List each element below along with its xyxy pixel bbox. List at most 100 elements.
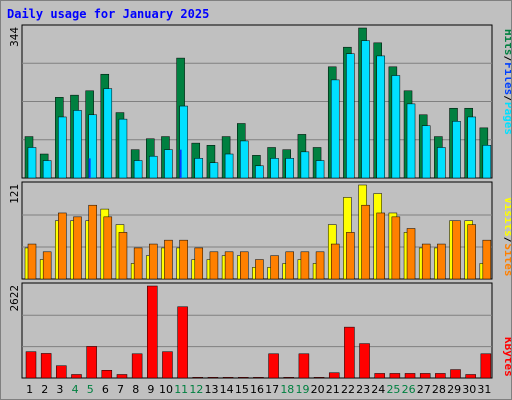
kbytes-bar: [71, 374, 82, 379]
sites-bar: [315, 251, 325, 280]
x-tick-label: 7: [117, 383, 124, 396]
pages-bar: [209, 162, 219, 179]
legend-part: Sites: [502, 243, 511, 276]
sites-bar: [300, 251, 310, 280]
x-tick-label: 30: [462, 383, 476, 396]
kbytes-bar: [328, 372, 340, 379]
sites-bar: [209, 251, 219, 280]
x-tick-label: 13: [205, 383, 219, 396]
y-max-label: 344: [8, 27, 21, 47]
x-tick-label: 27: [417, 383, 431, 396]
sites-bar: [164, 239, 173, 280]
legend-part: Pages: [502, 102, 511, 135]
kbytes-bar: [147, 285, 158, 379]
sites-bar: [482, 239, 492, 280]
pages-bar: [482, 145, 492, 179]
chart-title: Daily usage for January 2025: [7, 7, 210, 21]
y-max-label: 2622: [8, 285, 21, 312]
legend-part: Files: [502, 62, 511, 95]
x-tick-label: 16: [250, 383, 264, 396]
x-tick-label: 15: [235, 383, 249, 396]
x-tick-label: 26: [402, 383, 416, 396]
pages-bar: [133, 160, 143, 179]
kbytes-bar: [192, 377, 204, 379]
sites-bar: [118, 232, 128, 280]
pages-bar: [361, 40, 370, 179]
sites-bar: [270, 255, 279, 280]
x-tick-label: 31: [477, 383, 491, 396]
x-tick-label: 24: [371, 383, 385, 396]
x-tick-label: 9: [147, 383, 154, 396]
kbytes-bar: [419, 373, 431, 379]
kbytes-bar: [435, 373, 446, 379]
x-tick-label: 22: [341, 383, 355, 396]
x-tick-label: 17: [265, 383, 279, 396]
pages-bar: [255, 165, 264, 179]
pages-bar: [164, 149, 173, 179]
x-tick-label: 6: [102, 383, 109, 396]
legend-part: /: [502, 237, 511, 244]
files-bar: [179, 149, 182, 178]
sites-bar: [391, 216, 401, 280]
kbytes-bar: [404, 373, 416, 379]
sites-bar: [88, 204, 97, 280]
kbytes-bar: [56, 365, 67, 379]
x-tick-label: 8: [132, 383, 139, 396]
kbytes-bar: [25, 351, 37, 379]
x-tick-label: 25: [386, 383, 400, 396]
legend-bottom: KBytes: [502, 337, 511, 377]
x-tick-label: 11: [174, 383, 188, 396]
pages-bar: [179, 105, 188, 179]
pages-bar: [406, 103, 416, 179]
x-tick-label: 19: [295, 383, 309, 396]
pages-bar: [376, 55, 385, 179]
pages-bar: [58, 116, 67, 179]
legend-part: /: [502, 56, 511, 63]
pages-bar: [224, 153, 234, 179]
sites-bar: [285, 251, 294, 280]
kbytes-bar: [359, 343, 370, 379]
pages-bar: [194, 158, 204, 179]
y-max-label: 121: [8, 184, 21, 204]
x-tick-label: 14: [220, 383, 234, 396]
legend-part: KBytes: [502, 337, 511, 377]
kbytes-bar: [253, 377, 264, 379]
kbytes-bar: [389, 373, 401, 379]
sites-bar: [255, 259, 264, 280]
pages-bar: [42, 160, 52, 179]
pages-bar: [346, 53, 355, 179]
sites-bar: [58, 212, 67, 280]
pages-bar: [300, 151, 310, 179]
pages-bar: [149, 155, 158, 179]
sites-bar: [361, 204, 370, 280]
pages-bar: [103, 88, 113, 179]
pages-bar: [118, 118, 128, 179]
kbytes-bar: [465, 374, 476, 379]
pages-bar: [437, 147, 446, 179]
kbytes-bar: [374, 373, 385, 379]
sites-bar: [330, 243, 340, 280]
kbytes-bar: [450, 369, 461, 379]
kbytes-bar: [101, 370, 113, 379]
x-tick-label: 21: [326, 383, 340, 396]
x-tick-label: 29: [447, 383, 461, 396]
x-tick-label: 10: [159, 383, 173, 396]
kbytes-bar: [116, 374, 128, 379]
kbytes-bar: [268, 353, 279, 379]
sites-bar: [27, 243, 37, 280]
pages-bar: [73, 110, 82, 179]
x-tick-label: 5: [87, 383, 94, 396]
kbytes-bar: [313, 377, 325, 379]
pages-bar: [88, 114, 97, 179]
kbytes-bar: [131, 353, 143, 379]
kbytes-bar: [480, 353, 492, 379]
sites-bar: [149, 243, 158, 280]
kbytes-bar: [162, 351, 173, 379]
x-tick-label: 1: [26, 383, 33, 396]
sites-bar: [179, 239, 188, 280]
x-tick-label: 12: [189, 383, 203, 396]
kbytes-bar: [207, 377, 219, 379]
x-tick-label: 20: [311, 383, 325, 396]
kbytes-bar: [283, 377, 294, 379]
